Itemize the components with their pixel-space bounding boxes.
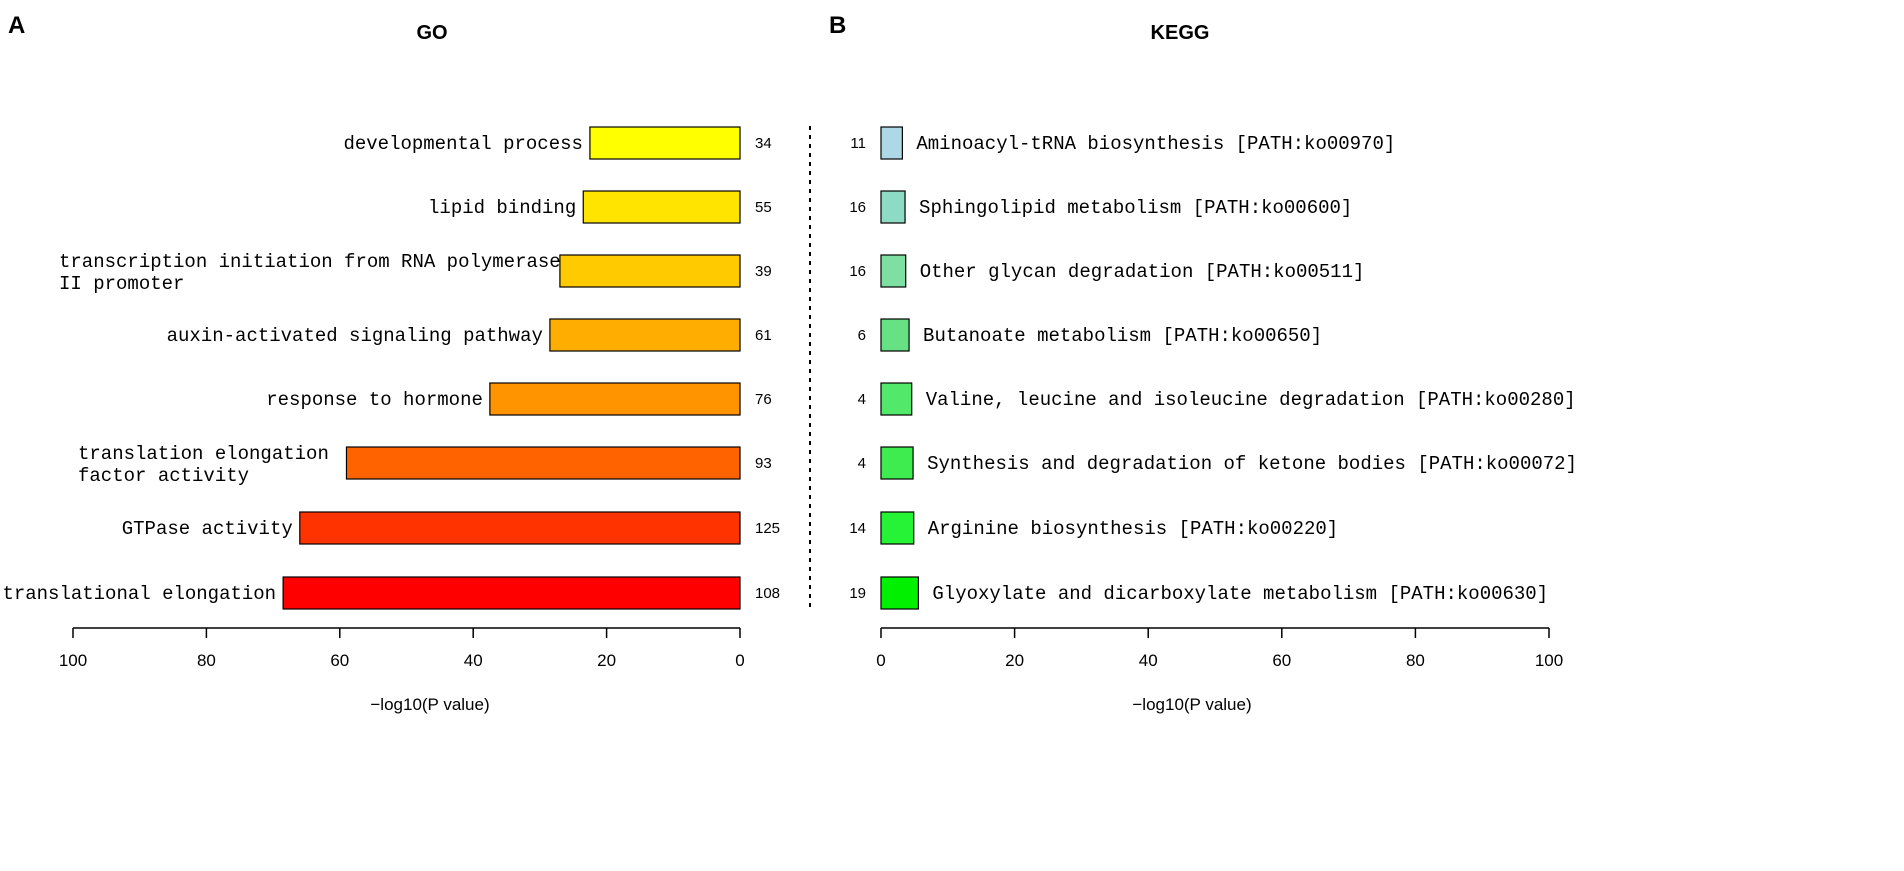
kegg-tick-label: 100 (1535, 651, 1563, 670)
kegg-bar (880, 190, 906, 224)
go-tick-label: 60 (330, 651, 349, 670)
kegg-bar-count: 14 (849, 520, 866, 537)
go-chart-title: GO (416, 22, 447, 44)
go-tick-label: 40 (464, 651, 483, 670)
go-bar-count: 55 (755, 199, 772, 216)
go-term-label: auxin-activated signaling pathway (167, 325, 543, 347)
kegg-chart-title: KEGG (1151, 22, 1210, 44)
go-bar (345, 446, 741, 480)
go-term-label: transcription initiation from RNA polyme… (59, 251, 561, 273)
go-bar-count: 61 (755, 327, 772, 344)
go-tick-label: 20 (597, 651, 616, 670)
kegg-bar (880, 576, 920, 610)
kegg-bar (880, 511, 915, 545)
go-term-label: II promoter (59, 273, 184, 295)
go-term-label: translation elongation (78, 443, 329, 465)
go-bar (299, 511, 741, 545)
go-term-label: response to hormone (266, 389, 483, 411)
go-x-axis-label: −log10(P value) (370, 695, 489, 714)
kegg-bar (880, 382, 913, 416)
kegg-term-label: Valine, leucine and isoleucine degradati… (926, 389, 1576, 411)
kegg-term-label: Sphingolipid metabolism [PATH:ko00600] (919, 197, 1352, 219)
go-term-label: GTPase activity (122, 518, 293, 540)
go-tick-label: 0 (735, 651, 744, 670)
kegg-term-label: Butanoate metabolism [PATH:ko00650] (923, 325, 1322, 347)
kegg-term-label: Synthesis and degradation of ketone bodi… (927, 453, 1577, 475)
kegg-bar-count: 19 (849, 585, 866, 602)
kegg-bar-count: 16 (849, 263, 866, 280)
go-bar-count: 39 (755, 263, 772, 280)
go-bar (582, 190, 741, 224)
go-tick-label: 80 (197, 651, 216, 670)
kegg-term-label: Aminoacyl-tRNA biosynthesis [PATH:ko0097… (916, 133, 1395, 155)
go-bar (282, 576, 741, 610)
kegg-bar-count: 6 (858, 327, 866, 344)
go-term-label: lipid binding (428, 197, 576, 219)
go-term-label: translational elongation (2, 583, 276, 605)
kegg-x-axis-label: −log10(P value) (1132, 695, 1251, 714)
go-bar (589, 126, 741, 160)
panel-b-letter: B (829, 12, 846, 39)
kegg-tick-label: 60 (1272, 651, 1291, 670)
kegg-tick-label: 0 (876, 651, 885, 670)
kegg-x-axis: 0 20 40 60 80 100 (876, 627, 1563, 670)
kegg-term-label: Arginine biosynthesis [PATH:ko00220] (928, 518, 1338, 540)
go-bar (559, 254, 741, 288)
go-bar-count: 108 (755, 585, 780, 602)
kegg-term-label: Other glycan degradation [PATH:ko00511] (920, 261, 1365, 283)
kegg-bar-count: 4 (858, 455, 866, 472)
kegg-term-label: Glyoxylate and dicarboxylate metabolism … (932, 583, 1548, 605)
go-bar (489, 382, 741, 416)
kegg-bar (880, 446, 914, 480)
go-term-label: developmental process (343, 133, 582, 155)
go-bar-count: 125 (755, 520, 780, 537)
kegg-bar (880, 318, 910, 352)
panel-a-letter: A (8, 12, 25, 39)
go-term-label: factor activity (78, 465, 249, 487)
go-bar-count: 76 (755, 391, 772, 408)
kegg-tick-label: 20 (1005, 651, 1024, 670)
kegg-tick-label: 40 (1139, 651, 1158, 670)
kegg-bar-count: 11 (850, 135, 866, 152)
go-bar-count: 34 (755, 135, 772, 152)
go-tick-label: 100 (59, 651, 87, 670)
go-bar-count: 93 (755, 455, 772, 472)
kegg-tick-label: 80 (1406, 651, 1425, 670)
go-x-axis: 100 80 60 40 20 0 (59, 627, 745, 670)
kegg-bars: 11 Aminoacyl-tRNA biosynthesis [PATH:ko00… (849, 126, 1577, 610)
kegg-bar (880, 254, 907, 288)
kegg-bar (880, 126, 903, 160)
go-bars: 34 developmental process 55 lipid binding 39… (2, 126, 780, 610)
kegg-bar-count: 16 (849, 199, 866, 216)
kegg-bar-count: 4 (858, 391, 866, 408)
go-bar (549, 318, 741, 352)
